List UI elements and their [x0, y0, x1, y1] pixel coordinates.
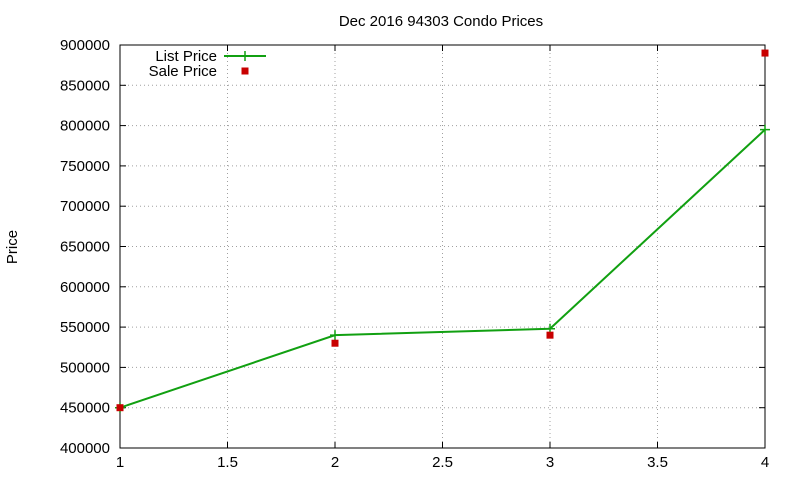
- x-tick-label: 2: [331, 454, 339, 471]
- x-tick-label: 1.5: [217, 454, 238, 471]
- y-tick-label: 850000: [60, 77, 110, 94]
- x-tick-label: 4: [761, 454, 769, 471]
- y-tick-labels: 400000 450000 500000 550000 600000 650000 7000…: [60, 37, 110, 457]
- y-tick-label: 600000: [60, 279, 110, 296]
- legend-label-list-price: List Price: [155, 48, 217, 65]
- sale-price-point: [761, 49, 769, 57]
- y-tick-label: 750000: [60, 158, 110, 175]
- x-tick-label: 3.5: [647, 454, 668, 471]
- y-tick-label: 400000: [60, 440, 110, 457]
- y-tick-label: 650000: [60, 239, 110, 256]
- x-tick-label: 3: [546, 454, 554, 471]
- x-tick-labels: 1 1.5 2 2.5 3 3.5 4: [116, 454, 769, 471]
- y-tick-label: 500000: [60, 359, 110, 376]
- legend-label-sale-price: Sale Price: [149, 63, 217, 80]
- list-price-point: [760, 124, 770, 135]
- sale-price-point: [546, 331, 554, 339]
- chart-title: Dec 2016 94303 Condo Prices: [339, 13, 543, 30]
- legend: List Price Sale Price: [149, 48, 266, 80]
- legend-marker-list-price: [240, 51, 250, 61]
- y-tick-label: 450000: [60, 400, 110, 417]
- list-price-point: [330, 330, 340, 341]
- y-tick-label: 900000: [60, 37, 110, 54]
- sale-price-point: [331, 339, 339, 347]
- series-layer: [115, 49, 770, 413]
- y-tick-label: 700000: [60, 198, 110, 215]
- y-tick-label: 550000: [60, 319, 110, 336]
- sale-price-point: [116, 404, 124, 412]
- x-tick-label: 1: [116, 454, 124, 471]
- y-axis-label: Price: [4, 230, 21, 264]
- legend-marker-sale-price: [241, 67, 249, 75]
- x-tick-label: 2.5: [432, 454, 453, 471]
- y-tick-label: 800000: [60, 118, 110, 135]
- grid-lines: [120, 45, 765, 448]
- list-price-line: [119, 128, 766, 409]
